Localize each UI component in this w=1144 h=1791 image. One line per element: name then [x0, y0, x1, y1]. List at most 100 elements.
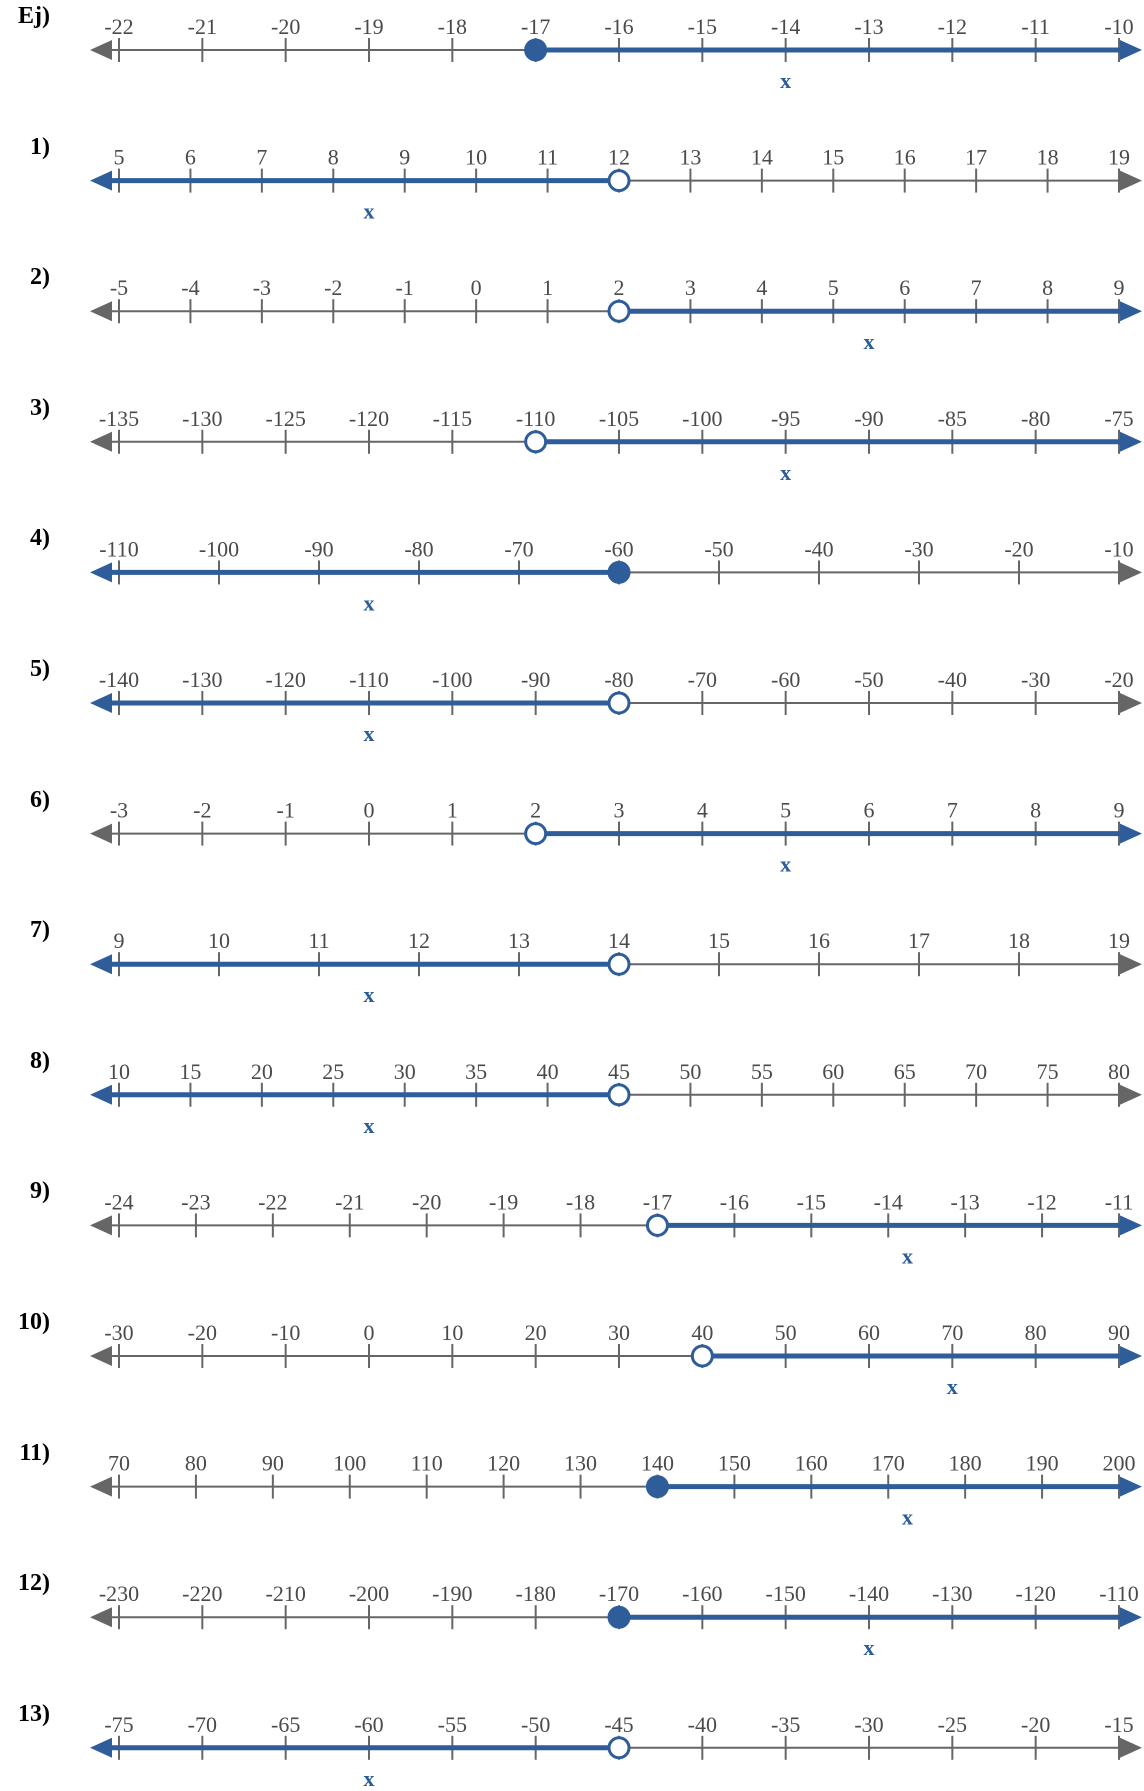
tick-label: 190 — [1026, 1451, 1059, 1476]
tick-label: 6 — [864, 798, 875, 823]
number-line: -110 -100 -90 -80 -70 -60 -50 -40 -30 -20 -10 x — [90, 536, 1142, 615]
number-line: -140 -130 -120 -110 -100 -90 -80 -70 -60 -50 -40 -3… — [90, 667, 1142, 746]
tick-label: -21 — [335, 1189, 364, 1214]
tick-label: -60 — [604, 536, 633, 561]
tick-label: 19 — [1108, 928, 1130, 953]
tick-label: 30 — [608, 1320, 630, 1345]
tick-label: -120 — [349, 406, 389, 431]
tick-label: 11 — [537, 145, 558, 170]
tick-label: -17 — [521, 14, 550, 39]
tick-label: 2 — [614, 275, 625, 300]
tick-label: -14 — [874, 1189, 903, 1214]
tick-label: -130 — [182, 406, 222, 431]
tick-label: -1 — [396, 275, 414, 300]
tick-label: -10 — [1104, 536, 1133, 561]
variable-label: x — [364, 721, 375, 746]
tick-label: -3 — [253, 275, 271, 300]
open-endpoint — [607, 952, 631, 976]
tick-label: -16 — [604, 14, 633, 39]
right-arrow-icon — [1120, 1737, 1142, 1758]
tick-label: -30 — [854, 1712, 883, 1737]
tick-label: -95 — [771, 406, 800, 431]
tick-label: -40 — [804, 536, 833, 561]
variable-label: x — [947, 1374, 958, 1399]
open-endpoint — [607, 1736, 631, 1760]
tick-label: 150 — [718, 1451, 751, 1476]
tick-label: 4 — [697, 798, 708, 823]
open-endpoint — [524, 822, 548, 846]
tick-label: -180 — [516, 1581, 556, 1606]
problem-label: 13) — [18, 1700, 50, 1727]
open-endpoint — [645, 1213, 669, 1237]
tick-label: -170 — [599, 1581, 639, 1606]
tick-label: -60 — [354, 1712, 383, 1737]
tick-label: 160 — [795, 1451, 828, 1476]
tick-label: 7 — [971, 275, 982, 300]
left-arrow-icon — [90, 431, 112, 452]
variable-label: x — [364, 982, 375, 1007]
number-line: 10 15 20 25 30 35 40 45 50 55 60 65 70 75 80 x — [90, 1059, 1142, 1138]
tick-label: -45 — [604, 1712, 633, 1737]
tick-label: 25 — [322, 1059, 344, 1084]
tick-label: -70 — [188, 1712, 217, 1737]
tick-label: -65 — [271, 1712, 300, 1737]
tick-label: -110 — [516, 406, 556, 431]
tick-label: -55 — [438, 1712, 467, 1737]
problem-label: 5) — [30, 656, 50, 682]
variable-label: x — [364, 590, 375, 615]
tick-label: 1 — [542, 275, 553, 300]
open-endpoint — [607, 691, 631, 715]
problem-label: 6) — [30, 786, 50, 813]
tick-label: 90 — [1108, 1320, 1130, 1345]
tick-label: 20 — [251, 1059, 273, 1084]
tick-label: -18 — [438, 14, 467, 39]
tick-label: -20 — [188, 1320, 217, 1345]
tick-label: 110 — [411, 1451, 443, 1476]
tick-label: 70 — [941, 1320, 963, 1345]
left-arrow-icon — [90, 1346, 112, 1366]
variable-label: x — [780, 68, 791, 93]
tick-label: 8 — [1042, 275, 1053, 300]
left-arrow-icon — [90, 170, 112, 191]
tick-label: -20 — [412, 1189, 441, 1214]
tick-label: -75 — [1104, 406, 1133, 431]
tick-label: 10 — [208, 928, 230, 953]
number-line: 9 10 11 12 13 14 15 16 17 18 19 x — [90, 928, 1142, 1007]
problem-label: 7) — [30, 917, 50, 944]
number-line: -135 -130 -125 -120 -115 -110 -105 -100 -95 -90 -8… — [90, 406, 1142, 485]
tick-label: -4 — [181, 275, 199, 300]
tick-label: -50 — [521, 1712, 550, 1737]
variable-label: x — [864, 329, 875, 354]
tick-label: 4 — [756, 275, 767, 300]
tick-label: -21 — [188, 14, 217, 39]
tick-label: -50 — [854, 667, 883, 692]
tick-label: 100 — [333, 1451, 366, 1476]
right-arrow-icon — [1120, 301, 1142, 322]
variable-label: x — [902, 1505, 913, 1530]
left-arrow-icon — [90, 301, 112, 322]
tick-label: 15 — [822, 145, 844, 170]
tick-label: -20 — [1004, 536, 1033, 561]
tick-label: 15 — [708, 928, 730, 953]
tick-label: 40 — [537, 1059, 559, 1084]
tick-label: 13 — [508, 928, 530, 953]
tick-label: -90 — [854, 406, 883, 431]
tick-label: 9 — [399, 145, 410, 170]
tick-label: -130 — [182, 667, 222, 692]
tick-label: 14 — [751, 145, 773, 170]
tick-label: -10 — [1104, 14, 1133, 39]
tick-label: 18 — [1037, 145, 1059, 170]
problem-label: 10) — [18, 1309, 50, 1335]
tick-label: 10 — [465, 145, 487, 170]
tick-label: -24 — [104, 1189, 133, 1214]
tick-label: -90 — [521, 667, 550, 692]
right-arrow-icon — [1120, 1084, 1142, 1105]
tick-label: -135 — [99, 406, 139, 431]
tick-label: -18 — [566, 1189, 595, 1214]
tick-label: 170 — [872, 1451, 905, 1476]
tick-label: -160 — [682, 1581, 722, 1606]
left-arrow-icon — [90, 40, 112, 60]
tick-label: -140 — [849, 1581, 889, 1606]
tick-label: 9 — [1114, 275, 1125, 300]
